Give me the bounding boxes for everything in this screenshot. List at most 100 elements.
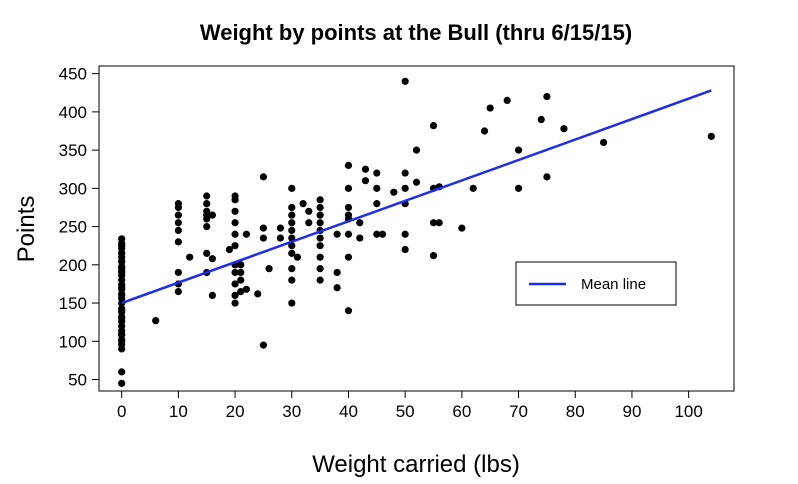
data-point <box>429 122 438 130</box>
data-point <box>344 203 353 212</box>
legend-label-mean-line: Mean line <box>581 276 646 293</box>
data-point <box>174 226 182 235</box>
data-point <box>344 253 353 261</box>
data-point <box>203 200 211 208</box>
data-point <box>231 192 239 200</box>
data-point <box>316 265 324 273</box>
data-point <box>316 242 324 250</box>
data-point <box>118 257 126 265</box>
data-point <box>242 230 251 238</box>
data-point <box>231 268 239 277</box>
data-point <box>254 290 262 298</box>
data-point <box>401 169 409 177</box>
x-tick-label: 50 <box>396 402 415 421</box>
data-point <box>305 207 313 215</box>
data-point <box>316 234 324 242</box>
data-point <box>174 211 182 219</box>
data-point <box>344 307 353 315</box>
data-point <box>237 276 245 284</box>
data-point <box>276 224 285 232</box>
y-tick-label: 450 <box>59 65 87 84</box>
y-axis-label: Points <box>13 196 40 263</box>
x-tick-label: 40 <box>339 402 358 421</box>
data-point <box>288 249 296 257</box>
data-point <box>361 177 370 185</box>
x-tick-label: 0 <box>117 402 126 421</box>
y-axis: 50 100 150 200 250 300 350 400 450 <box>59 65 99 390</box>
data-point <box>118 330 126 338</box>
data-point <box>203 207 211 215</box>
y-tick-label: 250 <box>59 218 87 237</box>
data-point <box>486 104 494 112</box>
data-point <box>543 92 551 101</box>
data-point <box>231 219 239 227</box>
data-point <box>118 242 126 250</box>
data-point <box>378 230 387 238</box>
x-axis-label: Weight carried (lbs) <box>312 451 520 478</box>
data-point <box>174 219 182 227</box>
data-point <box>599 138 608 147</box>
data-point <box>118 314 126 322</box>
y-tick-label: 200 <box>59 256 87 275</box>
y-tick-label: 100 <box>59 332 87 351</box>
data-point <box>118 307 126 315</box>
data-point <box>458 224 466 232</box>
data-point <box>390 188 398 196</box>
data-point <box>316 196 324 204</box>
data-point <box>537 115 545 124</box>
data-point <box>118 268 126 277</box>
x-tick-label: 20 <box>226 402 245 421</box>
data-point <box>429 219 438 227</box>
x-axis: 0 10 20 30 40 50 60 70 80 90 100 <box>117 391 703 421</box>
data-point <box>333 268 341 277</box>
legend: Mean line <box>515 261 677 306</box>
x-tick-label: 90 <box>622 402 641 421</box>
data-point <box>231 280 239 288</box>
y-tick-label: 300 <box>59 179 87 198</box>
data-point <box>174 238 182 246</box>
data-point <box>305 219 313 227</box>
data-point <box>560 125 568 133</box>
data-point <box>344 211 353 219</box>
data-point <box>469 184 477 192</box>
data-point <box>225 245 234 254</box>
data-point <box>118 249 126 257</box>
data-point <box>514 184 523 192</box>
data-point <box>316 203 324 212</box>
data-point <box>231 207 239 215</box>
data-point <box>316 219 324 227</box>
x-tick-label: 60 <box>452 402 471 421</box>
data-point <box>333 230 341 238</box>
data-point <box>373 169 381 177</box>
data-point <box>288 219 296 227</box>
data-point <box>152 317 160 325</box>
data-point <box>231 291 239 300</box>
y-tick-label: 350 <box>59 141 87 160</box>
data-point <box>288 242 296 250</box>
data-point <box>344 161 353 170</box>
data-point <box>208 255 216 263</box>
data-point <box>265 265 273 273</box>
mean-line <box>121 89 712 305</box>
data-point <box>361 165 370 173</box>
data-point <box>174 287 182 296</box>
data-point <box>118 291 126 300</box>
data-point <box>316 211 324 219</box>
data-point <box>401 245 409 254</box>
data-point <box>288 226 296 235</box>
data-point <box>356 234 364 242</box>
data-point <box>186 253 194 261</box>
data-point <box>259 224 268 232</box>
data-point <box>242 285 251 293</box>
data-point <box>203 222 211 231</box>
data-point <box>288 184 296 192</box>
data-point <box>118 337 126 345</box>
data-point <box>174 200 182 208</box>
x-tick-label: 10 <box>169 402 188 421</box>
data-point <box>401 230 409 238</box>
data-point <box>316 253 324 261</box>
data-point <box>288 276 296 284</box>
data-point <box>293 253 302 261</box>
data-point <box>288 211 296 219</box>
data-point <box>316 276 324 284</box>
